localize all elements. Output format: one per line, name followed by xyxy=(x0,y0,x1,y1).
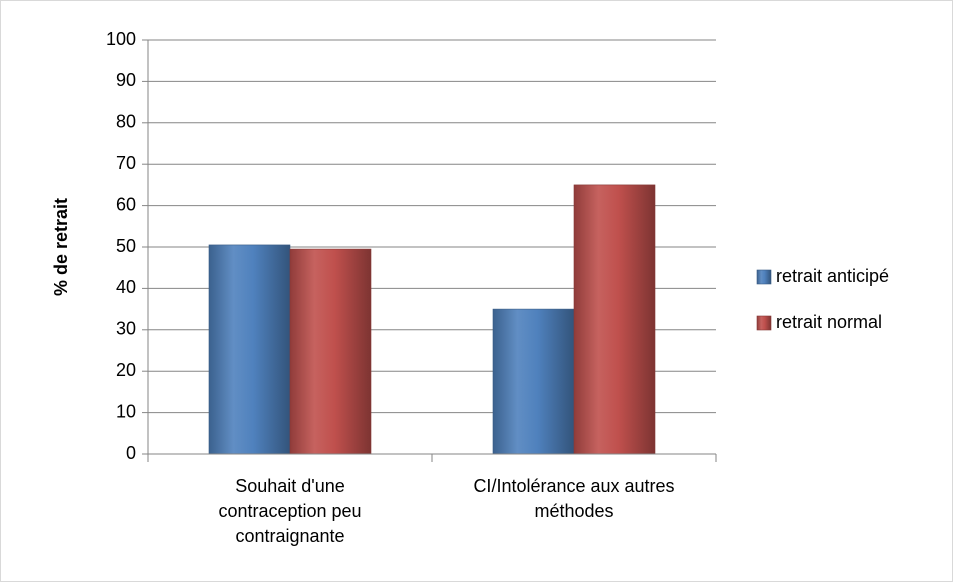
bar xyxy=(573,184,656,455)
x-tick-label: Souhait d'une contraception peu contraig… xyxy=(218,476,362,546)
y-tick-label: 50 xyxy=(116,236,136,256)
bar xyxy=(289,248,372,455)
y-tick-label: 60 xyxy=(116,194,136,214)
legend-label: retrait anticipé xyxy=(776,266,889,286)
y-tick-label: 70 xyxy=(116,153,136,173)
y-tick-label: 20 xyxy=(116,360,136,380)
y-tick-label: 100 xyxy=(106,29,136,49)
legend-label: retrait normal xyxy=(776,312,882,332)
y-tick-label: 80 xyxy=(116,112,136,132)
x-tick-label: CI/Intolérance aux autres méthodes xyxy=(473,476,675,521)
bar xyxy=(208,244,291,455)
y-tick-label: 40 xyxy=(116,277,136,297)
y-tick-label: 90 xyxy=(116,70,136,90)
y-axis-label: % de retrait xyxy=(51,198,71,296)
bar xyxy=(492,308,575,455)
y-tick-label: 30 xyxy=(116,319,136,339)
legend-marker xyxy=(756,269,772,285)
legend-marker xyxy=(756,315,772,331)
y-tick-label: 10 xyxy=(116,401,136,421)
y-tick-label: 0 xyxy=(126,443,136,463)
